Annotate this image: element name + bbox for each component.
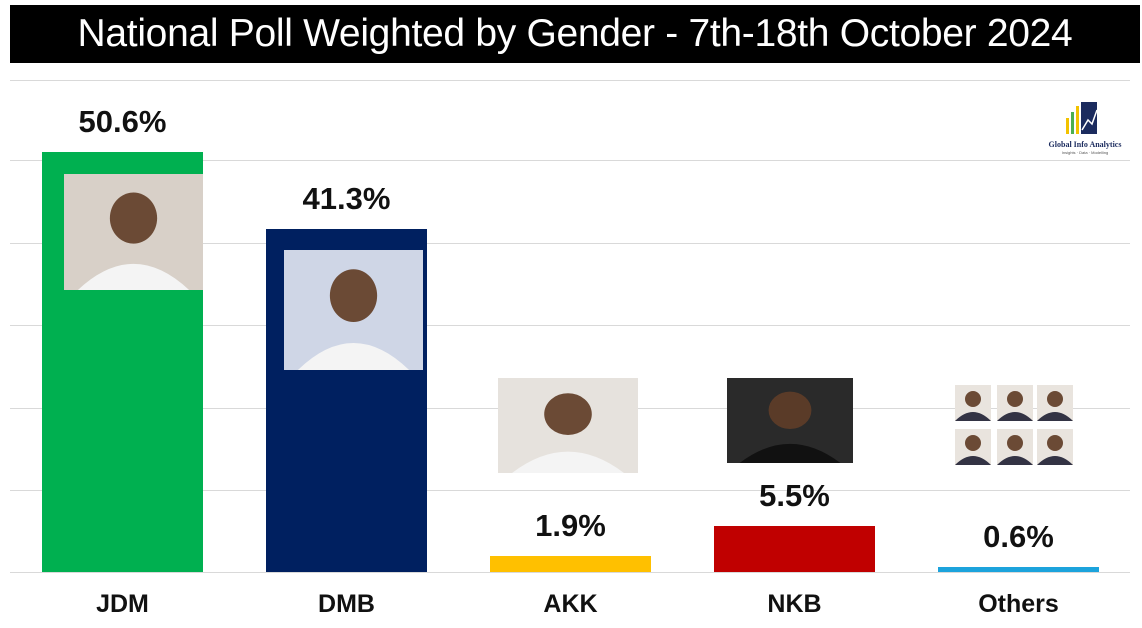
- bar-akk: [490, 556, 651, 572]
- bar-others: [938, 567, 1099, 572]
- category-label-dmb: DMB: [318, 590, 375, 618]
- value-label-others: 0.6%: [983, 519, 1054, 554]
- candidate-photo-nkb: [727, 378, 853, 463]
- bar-nkb: [714, 526, 875, 572]
- gridline: [10, 572, 1130, 573]
- value-label-akk: 1.9%: [535, 508, 606, 544]
- logo: Global Info Analytics Insights · Data · …: [1040, 100, 1130, 160]
- category-label-akk: AKK: [543, 590, 598, 618]
- logo-tagline: Insights · Data · Modelling: [1061, 150, 1109, 155]
- category-label-jdm: JDM: [96, 590, 149, 618]
- candidate-photo-dmb: [284, 250, 423, 370]
- logo-bars-icon: [1066, 102, 1098, 134]
- gridline: [10, 80, 1130, 81]
- others-photo-collage: [945, 385, 1075, 467]
- gridline: [10, 490, 1130, 491]
- gridline: [10, 160, 1130, 161]
- chart-title: National Poll Weighted by Gender - 7th-1…: [10, 5, 1140, 63]
- candidate-photo-akk: [498, 378, 638, 473]
- gridline: [10, 325, 1130, 326]
- value-label-nkb: 5.5%: [759, 478, 830, 514]
- candidate-photo-jdm: [64, 174, 203, 290]
- logo-name: Global Info Analytics: [1048, 140, 1122, 149]
- value-label-dmb: 41.3%: [302, 181, 391, 217]
- category-label-nkb: NKB: [767, 590, 822, 618]
- value-label-jdm: 50.6%: [78, 104, 167, 140]
- category-label-others: Others: [978, 590, 1059, 618]
- gridline: [10, 243, 1130, 244]
